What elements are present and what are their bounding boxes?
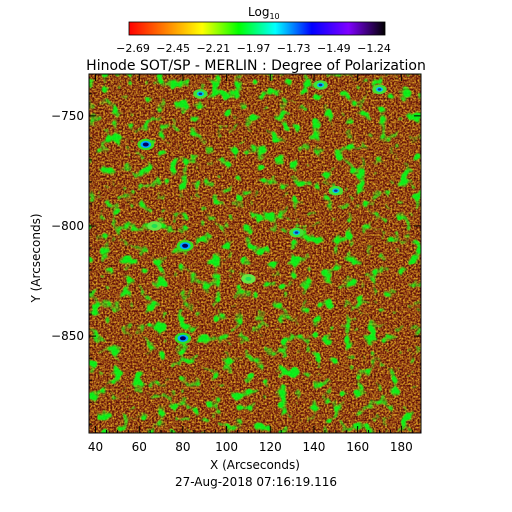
colorbar: Log10 −2.69 −2.45 −2.21 −1.97 −1.73 −1.49 −1.2… — [116, 5, 391, 55]
x-tick-label: 100 — [215, 440, 238, 454]
colorbar-tick-label: −1.73 — [277, 42, 311, 55]
colorbar-strip — [128, 21, 386, 36]
colorbar-tick-label: −1.97 — [237, 42, 271, 55]
x-tick-label: 160 — [346, 440, 369, 454]
polarization-feature — [193, 89, 208, 99]
polarization-feature — [137, 138, 155, 151]
colorbar-tick-label: −1.24 — [357, 42, 391, 55]
polarization-feature — [176, 240, 194, 252]
colorbar-tick-label: −2.45 — [156, 42, 190, 55]
feature-layer — [179, 336, 186, 341]
feature-layer — [182, 243, 189, 248]
colorbar-title: Log10 — [248, 5, 280, 21]
heatmap-green-patches — [89, 74, 421, 433]
polarization-feature — [174, 332, 192, 344]
feature-layer — [245, 276, 252, 281]
feature-layer — [151, 223, 158, 228]
plot-area: 40 60 80 100 120 140 160 180 −750 −800 −850 — [51, 73, 422, 454]
polarization-feature — [372, 84, 387, 95]
x-tick-label: 80 — [175, 440, 190, 454]
polarization-feature — [313, 80, 328, 90]
x-tick-label: 120 — [259, 440, 282, 454]
polarization-feature — [147, 221, 162, 231]
feature-layer — [198, 92, 203, 96]
x-axis: 40 60 80 100 120 140 160 180 — [88, 74, 413, 454]
x-tick-label: 60 — [132, 440, 147, 454]
x-tick-label: 180 — [390, 440, 413, 454]
heatmap-features — [137, 80, 387, 344]
feature-layer — [142, 142, 149, 147]
colorbar-tick-label: −2.69 — [116, 42, 150, 55]
x-axis-label: X (Arcseconds) — [210, 458, 300, 472]
y-tick-label: −850 — [51, 329, 84, 343]
polarization-feature — [289, 227, 304, 238]
polarization-feature — [328, 185, 344, 196]
feature-layer — [294, 231, 299, 234]
feature-layer — [334, 189, 338, 192]
feature-layer — [318, 83, 323, 87]
colorbar-tick-label: −1.49 — [317, 42, 351, 55]
polarization-feature — [241, 274, 256, 284]
y-axis: −750 −800 −850 — [51, 93, 421, 425]
y-tick-label: −750 — [51, 109, 84, 123]
y-axis-label: Y (Arcseconds) — [29, 213, 43, 303]
colorbar-tick-labels: −2.69 −2.45 −2.21 −1.97 −1.73 −1.49 −1.24 — [116, 42, 391, 55]
chart-title: Hinode SOT/SP - MERLIN : Degree of Polar… — [86, 58, 426, 74]
x-tick-label: 40 — [88, 440, 103, 454]
y-tick-label: −800 — [51, 219, 84, 233]
colorbar-tick-label: −2.21 — [196, 42, 230, 55]
plot-frame — [88, 73, 422, 434]
feature-layer — [377, 88, 382, 91]
x-tick-label: 140 — [303, 440, 326, 454]
date-label: 27-Aug-2018 07:16:19.116 — [175, 475, 337, 489]
